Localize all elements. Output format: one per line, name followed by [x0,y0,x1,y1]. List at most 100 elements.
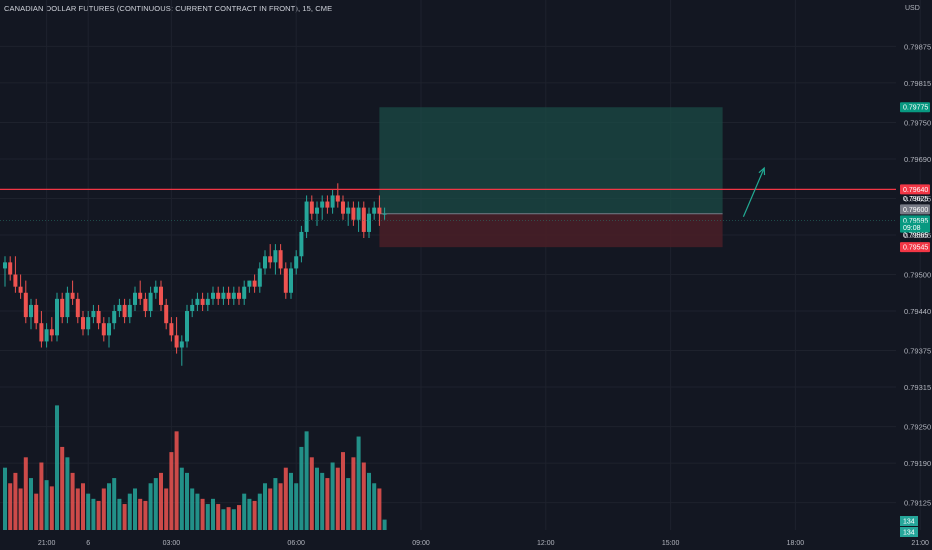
time-tick-label: 6 [86,540,90,547]
volume-bar [309,457,314,530]
volume-bar [65,457,70,530]
volume-bar [185,472,189,530]
candle-body [283,268,288,293]
candle-body [34,304,39,324]
profit-zone [379,107,723,214]
candle-body [263,256,267,269]
volume-bar [75,488,80,530]
price-tag-box [900,222,930,233]
projection-arrow-head [758,166,766,176]
price-tick-label: 0.79125 [904,499,931,508]
candle-body [341,201,345,214]
volume-bar [195,493,200,530]
time-axis[interactable]: 21:00 6 03:00 06:00 09:00 12:00 15:00 18:00 21:0… [38,540,932,547]
price-tag-label: 0.79545 [903,245,928,252]
candle-body [29,304,33,318]
candle-body [315,207,319,214]
volume-bar [122,504,127,530]
price-tag-label: 0.79775 [903,105,928,112]
price-tag-box [900,242,930,253]
volume-bar [179,467,184,530]
volume-bar [8,483,13,530]
volume-bar [164,488,169,530]
chart-title: CANADIAN DOLLAR FUTURES (CONTINUOUS: CUR… [4,4,333,13]
volume-bar [34,493,39,530]
volume-bar [86,493,91,530]
price-tag-label: 09:08 [903,225,921,232]
candle-body [39,323,44,342]
volume-bar [278,483,283,530]
price-tag-box [900,184,930,195]
volume-bar [190,488,195,530]
volume-bar [382,519,387,530]
volume-bar [44,480,49,530]
volume-bar [13,472,18,530]
volume-bar [29,478,33,530]
price-tag-box [900,204,930,215]
candle-body [330,195,335,208]
candle-body [8,262,13,275]
volume-bar [39,462,44,530]
price-candles[interactable] [3,183,387,366]
volume-bar [335,467,340,530]
volume-tag-label: 134 [903,519,915,526]
candle-body [49,329,54,336]
candle-body [377,207,382,214]
candle-body [325,201,330,208]
candle-body [367,213,371,232]
candle-body [169,323,174,336]
price-tick-label: 0.79565 [904,231,931,240]
volume-tag-label: 134 [903,530,915,537]
volume-bar [169,452,174,530]
price-tag-label: 0.79625 [903,196,928,203]
volume-bar [153,478,158,530]
candle-body [75,298,80,318]
volume-bar [133,488,137,530]
candle-body [247,280,252,287]
candle-body [252,280,257,287]
volume-bar [112,478,117,530]
volume-bar [60,446,65,530]
drawing-overlays[interactable] [0,166,896,221]
candle-body [309,201,314,214]
price-tag-label: 0.79600 [903,207,928,214]
volume-bar [361,462,366,530]
candle-body [346,207,351,214]
time-tick-label: 09:00 [412,540,430,547]
volume-bar [273,478,278,530]
volume-bar [221,509,226,530]
volume-bar [294,483,299,530]
volume-bar [252,500,257,530]
candle-body [361,207,366,232]
candle-body [372,207,377,214]
candle-body [117,304,122,312]
volume-bar [283,467,288,530]
time-tick-label: 18:00 [787,540,805,547]
time-tick-label: 06:00 [287,540,305,547]
price-tag-label: 0.79595 [903,218,928,225]
volume-bar [330,462,335,530]
volume-bar [216,504,221,530]
candle-body [55,298,59,336]
volume-bar [315,467,319,530]
candle-body [356,207,361,220]
candle-body [133,292,137,305]
price-axis[interactable]: 0.79875 0.79815 0.79750 0.79690 0.79625 0.795… [900,42,931,537]
candle-body [138,292,143,299]
volume-bar [81,483,85,530]
price-tick-label: 0.79875 [904,42,931,51]
price-tick-label: 0.79375 [904,347,931,356]
price-tick-label: 0.79250 [904,423,931,432]
candle-body [18,286,23,293]
candle-body [335,195,340,202]
volume-bar [320,472,325,530]
candle-body [320,201,325,208]
volume-bar [138,498,143,530]
time-tick-label: 21:00 [38,540,56,547]
position-zones[interactable] [379,107,723,248]
candle-body [195,298,200,305]
candle-body [221,292,226,299]
candle-body [3,262,7,269]
volume-tag-box [900,527,918,537]
